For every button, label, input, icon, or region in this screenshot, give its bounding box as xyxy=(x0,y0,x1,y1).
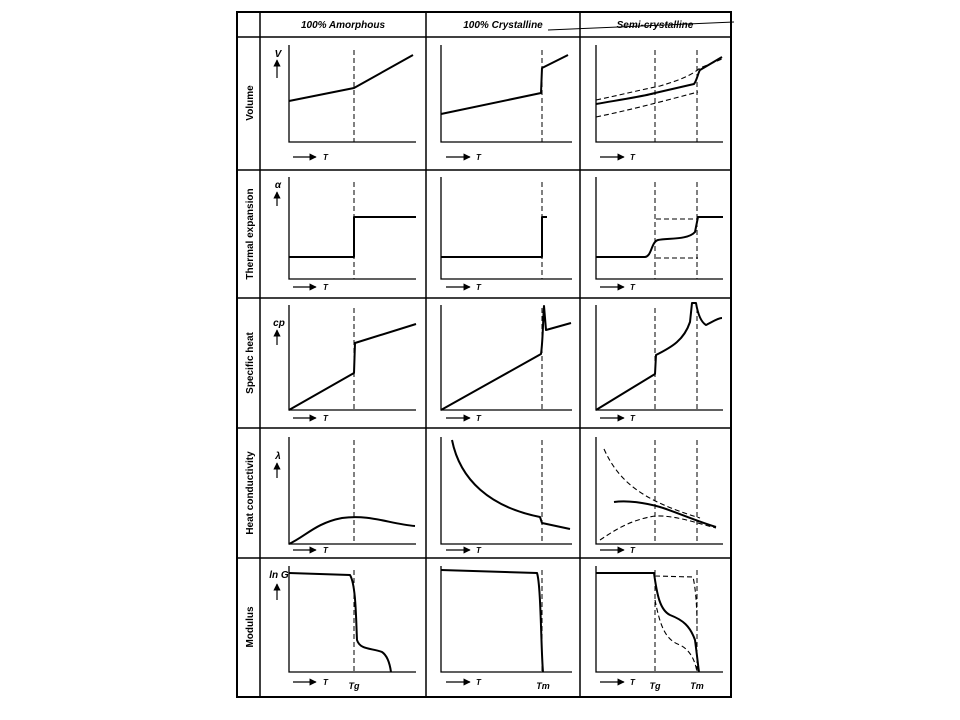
y-label-volume: V xyxy=(275,49,283,60)
curve-lambda-semicrystalline xyxy=(613,500,717,528)
table-grid xyxy=(237,12,731,697)
x-label: T xyxy=(476,546,482,555)
table-border xyxy=(236,11,732,698)
y-label-expansion: α xyxy=(275,180,282,191)
x-label: T xyxy=(476,153,482,162)
semicrystalline-reference-curves xyxy=(595,58,723,673)
curve-modulus-semicrystalline xyxy=(596,572,700,673)
x-label: T xyxy=(630,414,636,423)
x-axis-arrows xyxy=(293,153,625,686)
x-label: T xyxy=(323,678,329,687)
row-label-heat-conductivity: Heat conductivity xyxy=(245,451,256,535)
row-label-thermal-expansion: Thermal expansion xyxy=(245,188,256,279)
x-label: T xyxy=(630,153,636,162)
curve-expansion-amorphous xyxy=(289,216,416,258)
x-label: T xyxy=(476,283,482,292)
x-label: T xyxy=(630,678,636,687)
curve-lambda-amorphous xyxy=(288,516,416,545)
tg-label-semicrystalline: Tg xyxy=(650,681,661,691)
x-label: T xyxy=(630,283,636,292)
x-axis-labels: T T T T T T T T T T T T T T T xyxy=(323,153,636,687)
curve-volume-crystalline xyxy=(440,54,569,115)
curve-modulus-amorphous xyxy=(288,572,392,673)
x-label: T xyxy=(323,546,329,555)
y-label-conductivity: λ xyxy=(274,451,281,462)
tm-label-semicrystalline: Tm xyxy=(690,681,704,691)
x-label: T xyxy=(323,414,329,423)
curve-volume-semicrystalline xyxy=(595,56,723,105)
row-label-volume: Volume xyxy=(245,85,256,121)
panel-axes xyxy=(288,45,723,673)
tm-label-crystalline: Tm xyxy=(536,681,550,691)
curve-volume-amorphous xyxy=(288,54,414,102)
header-marks xyxy=(547,21,735,31)
property-curves xyxy=(288,54,723,673)
curve-lambda-crystalline xyxy=(451,439,571,530)
x-label: T xyxy=(476,414,482,423)
x-label: T xyxy=(323,283,329,292)
tg-label-amorphous: Tg xyxy=(349,681,360,691)
row-label-modulus: Modulus xyxy=(245,606,256,648)
x-label: T xyxy=(323,153,329,162)
curve-cp-amorphous xyxy=(288,323,417,411)
transition-dashed-lines xyxy=(353,50,698,672)
y-label-modulus: ln G xyxy=(269,570,289,581)
curve-cp-semicrystalline xyxy=(595,302,723,411)
x-label: T xyxy=(630,546,636,555)
y-label-specific-heat: cp xyxy=(273,318,285,329)
curve-modulus-crystalline xyxy=(440,569,544,673)
row-label-specific-heat: Specific heat xyxy=(245,331,256,393)
column-header-amorphous: 100% Amorphous xyxy=(301,20,386,31)
curve-expansion-crystalline xyxy=(441,216,547,258)
curve-cp-crystalline xyxy=(440,305,572,411)
x-label: T xyxy=(476,678,482,687)
column-header-crystalline: 100% Crystalline xyxy=(463,20,543,31)
curve-expansion-semicrystalline xyxy=(596,216,723,258)
